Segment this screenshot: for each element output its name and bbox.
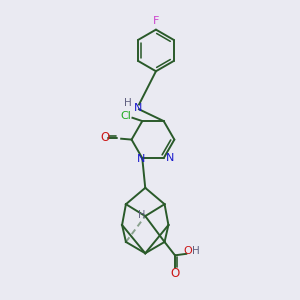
Text: F: F xyxy=(153,16,159,26)
Text: O: O xyxy=(100,131,110,144)
Text: O: O xyxy=(183,247,192,256)
Text: N: N xyxy=(134,103,142,113)
Text: Cl: Cl xyxy=(121,111,131,121)
Text: H: H xyxy=(138,210,146,220)
Text: N: N xyxy=(166,153,174,163)
Text: H: H xyxy=(124,98,132,108)
Text: N: N xyxy=(136,154,145,164)
Text: H: H xyxy=(192,247,200,256)
Text: O: O xyxy=(170,267,180,280)
